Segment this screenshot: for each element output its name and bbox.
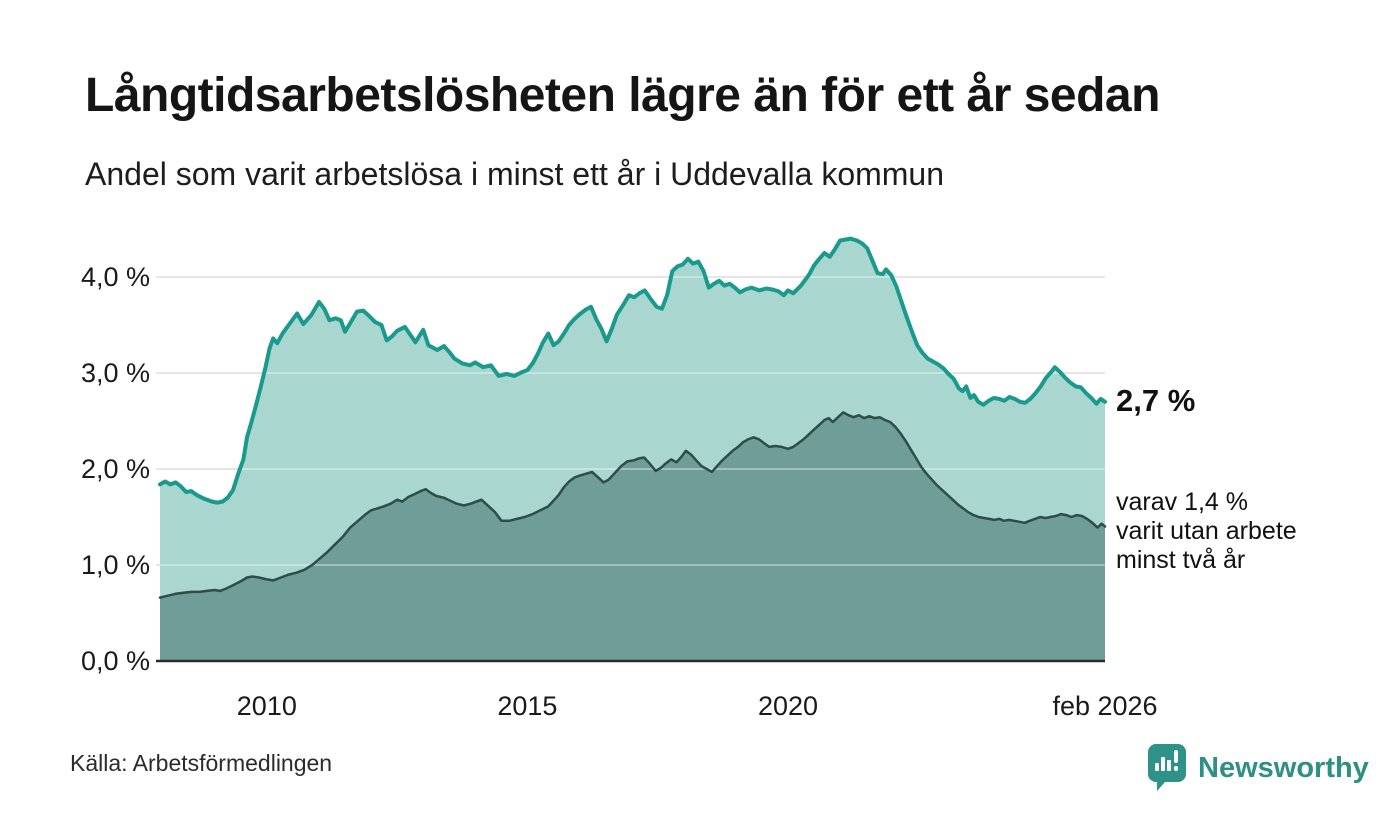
newsworthy-logo: Newsworthy <box>1146 742 1369 792</box>
logo-exclamation-stem <box>1174 750 1178 763</box>
y-axis-tick-label: 2,0 % <box>80 454 150 484</box>
series-line-1 <box>158 236 1107 505</box>
secondary-annotation-line-3: minst två år <box>1116 546 1246 574</box>
secondary-value-annotation: varav 1,4 % varit utan arbete minst två … <box>1116 488 1297 575</box>
x-axis-tick-label: 2020 <box>757 691 819 721</box>
source-attribution: Källa: Arbetsförmedlingen <box>70 750 333 776</box>
x-axis-tick-label: feb 2026 <box>1052 691 1158 721</box>
logo-exclamation-dot <box>1174 766 1178 771</box>
x-axis-tick-label: 2015 <box>497 691 558 721</box>
y-axis-tick-label: 1,0 % <box>80 550 150 580</box>
logo-bar-1 <box>1155 763 1159 771</box>
x-axis-tick-label: 2010 <box>236 691 297 721</box>
series-line-2 <box>158 411 1107 599</box>
y-axis-tick-label: 0,0 % <box>80 646 150 676</box>
logo-bar-3 <box>1167 760 1171 771</box>
logo-bar-2 <box>1161 757 1165 771</box>
brand-name: Newsworthy <box>1198 751 1369 784</box>
y-axis-tick-label: 4,0 % <box>80 262 150 292</box>
newsworthy-logo-icon <box>1148 744 1186 791</box>
page-title: Långtidsarbetslösheten lägre än för ett … <box>85 69 1160 122</box>
series-area-2 <box>160 412 1105 661</box>
secondary-annotation-line-2: varit utan arbete <box>1116 517 1297 545</box>
latest-value-annotation: 2,7 % <box>1116 383 1196 418</box>
y-axis-tick-label: 3,0 % <box>80 358 150 388</box>
secondary-annotation-line-1: varav 1,4 % <box>1116 488 1249 516</box>
page-subtitle: Andel som varit arbetslösa i minst ett å… <box>85 156 945 192</box>
